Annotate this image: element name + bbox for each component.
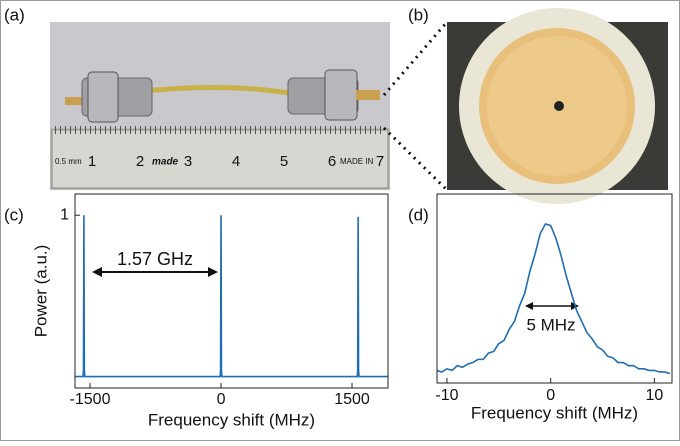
panel-label: (a): [4, 5, 25, 24]
annotation-arrow: [92, 267, 579, 310]
ruler-number: 2: [136, 153, 144, 170]
zoom-line: [382, 126, 449, 192]
x-tick-label: 10: [645, 387, 663, 404]
ruler-number: 6: [328, 153, 336, 170]
plot-frame: [436, 193, 673, 384]
x-tick-label: -1500: [70, 391, 111, 408]
x-axis-label: Frequency shift (MHz): [471, 403, 638, 422]
panel-label: (b): [408, 5, 429, 24]
ruler-number: 3: [184, 153, 192, 170]
photo-a: 1 2 3 4 5 6 7 0.5 mm made MADE IN: [50, 22, 390, 190]
photo-b: [447, 8, 668, 204]
y-tick-label: 1: [60, 206, 69, 223]
ruler-text: 0.5 mm: [55, 157, 82, 166]
ruler-number: 7: [376, 153, 384, 170]
data-line: [436, 222, 671, 375]
panel-label: (d): [408, 205, 429, 224]
panel-label: (c): [4, 205, 24, 224]
annotation: 5 MHz: [526, 315, 575, 334]
ruler-text: made: [152, 157, 179, 168]
y-axis-label: Power (a.u.): [31, 245, 50, 338]
ruler-text: MADE IN: [340, 157, 374, 166]
ruler-number: 5: [280, 153, 288, 170]
x-tick-label: 1500: [334, 391, 370, 408]
x-tick-label: -10: [435, 387, 458, 404]
ruler-number: 4: [232, 153, 240, 170]
x-tick-label: 0: [546, 387, 555, 404]
x-axis-label: Frequency shift (MHz): [148, 410, 315, 429]
x-tick-label: 0: [217, 391, 226, 408]
ruler-number: 1: [88, 153, 96, 170]
annotation: 1.57 GHz: [117, 249, 193, 269]
plot-frame: [74, 193, 389, 389]
data-line: [75, 215, 388, 378]
